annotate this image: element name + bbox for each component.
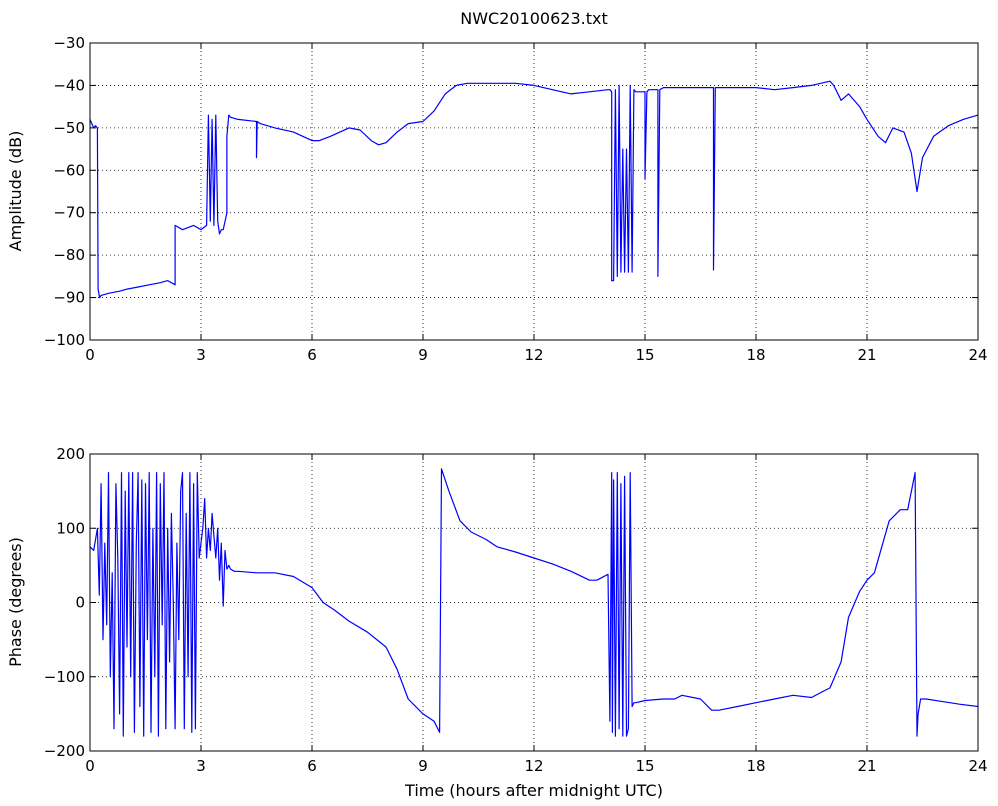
chart-title: NWC20100623.txt bbox=[460, 9, 608, 28]
phase-grid bbox=[90, 454, 978, 751]
phase-x-tick-label: 24 bbox=[968, 757, 987, 775]
phase-y-tick-label: −200 bbox=[44, 742, 85, 760]
phase-x-tick-label: 6 bbox=[307, 757, 317, 775]
amplitude-x-tick-label: 0 bbox=[85, 346, 95, 364]
amplitude-x-tick-label: 12 bbox=[524, 346, 543, 364]
phase-panel: 0 3 6 9 12 15 18 21 24 −200 −100 0 100 200 Phase (deg… bbox=[6, 445, 988, 800]
amplitude-y-tick-label: −100 bbox=[44, 331, 85, 349]
phase-x-tick-label: 12 bbox=[524, 757, 543, 775]
amplitude-x-tick-label: 15 bbox=[635, 346, 654, 364]
amplitude-ticks: 0 3 6 9 12 15 18 21 24 −100 −90 −80 −70 −60 −50 −40 −30 bbox=[44, 34, 988, 364]
phase-y-tick-label: 200 bbox=[56, 445, 85, 463]
amplitude-grid bbox=[90, 43, 978, 340]
phase-x-tick-label: 15 bbox=[635, 757, 654, 775]
phase-x-tick-label: 3 bbox=[196, 757, 206, 775]
phase-x-tick-label: 0 bbox=[85, 757, 95, 775]
amplitude-y-tick-label: −60 bbox=[53, 161, 85, 179]
amplitude-series-line bbox=[89, 80, 979, 299]
amplitude-y-tick-label: −40 bbox=[53, 76, 85, 94]
amplitude-y-tick-label: −50 bbox=[53, 119, 85, 137]
x-axis-label: Time (hours after midnight UTC) bbox=[404, 781, 663, 800]
amplitude-x-tick-label: 6 bbox=[307, 346, 317, 364]
phase-x-tick-label: 18 bbox=[746, 757, 765, 775]
amplitude-series bbox=[89, 80, 979, 299]
amplitude-y-tick-label: −90 bbox=[53, 289, 85, 307]
amplitude-panel: NWC20100623.txt 0 3 6 9 12 15 18 21 24 −100 −90 −80… bbox=[6, 9, 988, 364]
amplitude-y-tick-label: −70 bbox=[53, 204, 85, 222]
amplitude-x-tick-label: 9 bbox=[418, 346, 428, 364]
phase-y-tick-label: 100 bbox=[56, 519, 85, 537]
amplitude-x-tick-label: 24 bbox=[968, 346, 987, 364]
amplitude-x-tick-label: 3 bbox=[196, 346, 206, 364]
phase-y-tick-label: −100 bbox=[44, 668, 85, 686]
phase-y-axis-label: Phase (degrees) bbox=[6, 537, 25, 667]
amplitude-x-tick-label: 18 bbox=[746, 346, 765, 364]
amplitude-y-axis-label: Amplitude (dB) bbox=[6, 131, 25, 252]
amplitude-y-tick-label: −30 bbox=[53, 34, 85, 52]
phase-series bbox=[89, 468, 979, 737]
amplitude-x-tick-label: 21 bbox=[857, 346, 876, 364]
phase-x-tick-label: 9 bbox=[418, 757, 428, 775]
phase-x-tick-label: 21 bbox=[857, 757, 876, 775]
amplitude-y-tick-label: −80 bbox=[53, 246, 85, 264]
phase-series-line bbox=[89, 468, 979, 737]
phase-y-tick-label: 0 bbox=[75, 594, 85, 612]
phase-ticks: 0 3 6 9 12 15 18 21 24 −200 −100 0 100 200 bbox=[44, 445, 988, 775]
